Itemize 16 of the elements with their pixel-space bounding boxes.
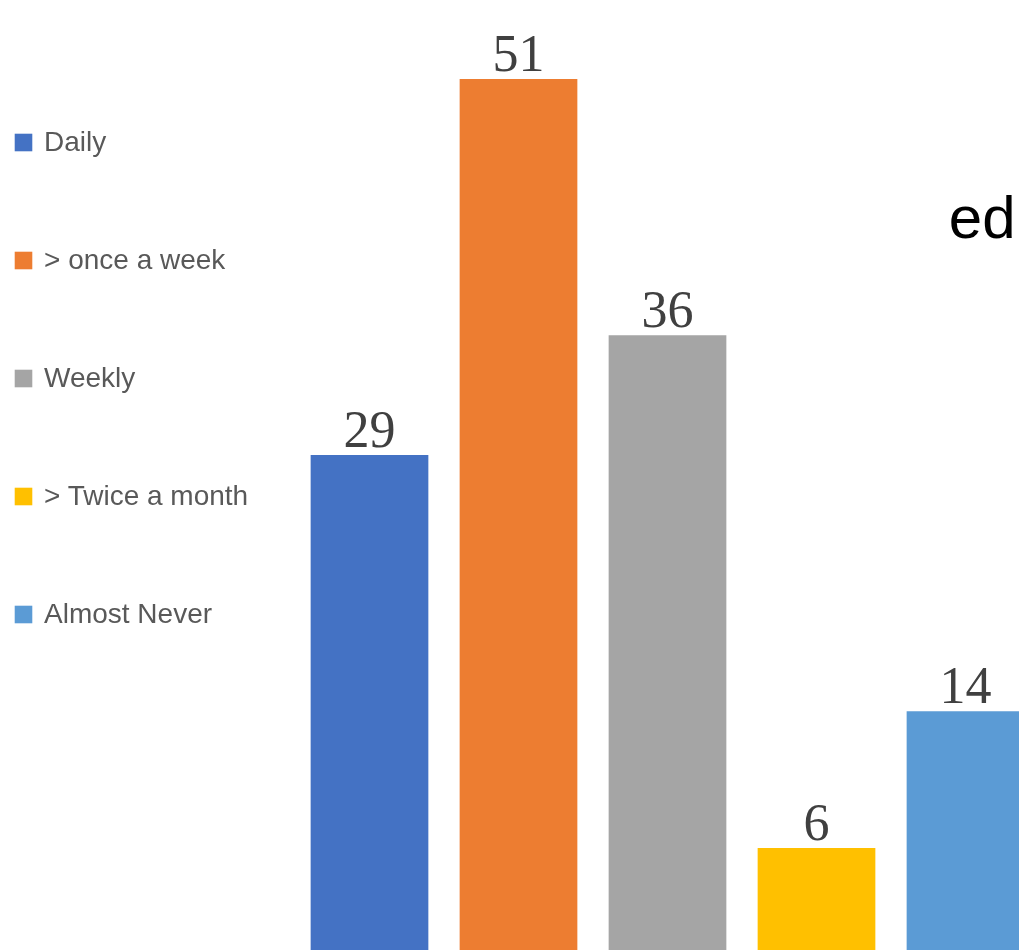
data-label: 36 [641, 281, 694, 339]
data-label: 6 [803, 793, 830, 851]
data-label: 14 [939, 657, 992, 715]
legend-label: > Twice a month [44, 480, 249, 512]
legend-label: Daily [44, 126, 107, 158]
legend-label: > once a week [44, 244, 226, 276]
legend-label: Weekly [44, 362, 136, 394]
data-label: 29 [343, 400, 396, 458]
bar [608, 335, 727, 950]
data-label: 51 [492, 24, 545, 82]
bar [757, 847, 876, 950]
bar [459, 78, 578, 950]
legend-label: Almost Never [44, 598, 213, 630]
bar [310, 454, 429, 950]
bar [906, 711, 1019, 950]
annotation: ed [948, 183, 1016, 251]
